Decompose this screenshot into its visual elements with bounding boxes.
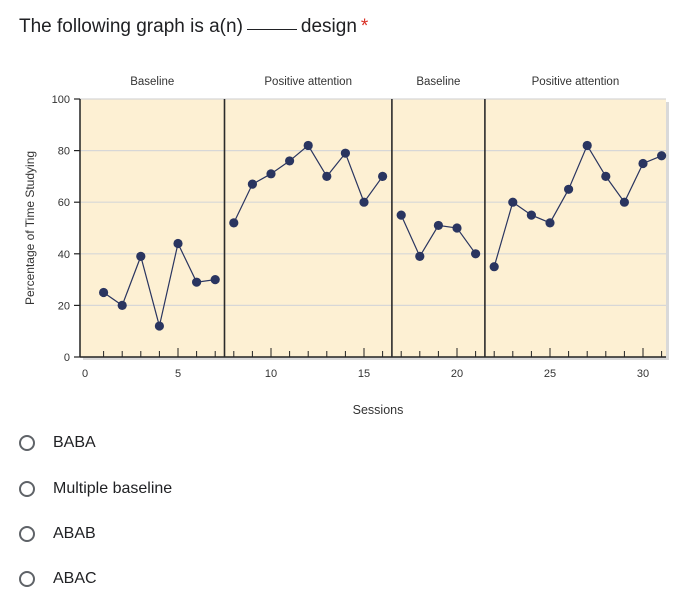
series-line <box>493 144 662 267</box>
data-point <box>396 210 406 220</box>
data-point <box>266 169 276 179</box>
x-tick-label: 30 <box>637 368 649 380</box>
radio-icon[interactable] <box>19 571 35 587</box>
data-point <box>322 171 332 181</box>
data-point <box>471 249 481 259</box>
data-point <box>210 275 220 285</box>
data-point <box>136 251 146 261</box>
radio-icon[interactable] <box>19 481 35 497</box>
data-point <box>415 251 425 261</box>
data-point <box>508 197 518 207</box>
data-point <box>526 210 537 220</box>
data-point <box>452 223 462 233</box>
y-tick-label: 60 <box>58 197 70 209</box>
option-multiple-baseline[interactable]: Multiple baseline <box>19 476 172 502</box>
question-title: The following graph is a(n) design * <box>19 16 368 38</box>
data-point <box>303 140 313 151</box>
y-tick-label: 0 <box>64 352 70 364</box>
option-label: Multiple baseline <box>53 480 173 497</box>
question-text-after: design <box>300 16 357 37</box>
data-point <box>582 140 592 151</box>
plot-background <box>80 99 666 357</box>
y-tick-label: 20 <box>58 300 70 312</box>
option-abab[interactable]: ABAB <box>19 521 96 547</box>
phase-label: Positive attention <box>264 76 352 88</box>
x-tick-label: 10 <box>265 368 277 380</box>
y-tick-label: 100 <box>52 94 70 106</box>
radio-icon[interactable] <box>19 435 35 451</box>
option-label: ABAC <box>53 570 97 587</box>
data-point <box>638 158 648 169</box>
data-point <box>99 287 109 298</box>
data-point <box>192 277 202 287</box>
question-text-before: The following graph is a(n) <box>19 16 243 37</box>
question-blank <box>246 29 297 30</box>
data-point <box>545 218 555 228</box>
x-tick-label: 0 <box>82 368 88 380</box>
y-tick-label: 40 <box>58 249 70 261</box>
data-point <box>619 197 630 207</box>
option-label: ABAB <box>53 525 96 542</box>
option-abac[interactable]: ABAC <box>19 566 97 592</box>
data-point <box>359 197 369 207</box>
required-asterisk: * <box>360 16 369 37</box>
data-point <box>340 148 350 158</box>
data-point <box>285 156 295 166</box>
data-point <box>117 300 127 310</box>
data-point <box>489 262 499 272</box>
data-point <box>229 218 239 228</box>
data-point <box>657 151 667 161</box>
phase-label: Baseline <box>130 76 174 88</box>
data-point <box>378 171 388 181</box>
y-axis-title: Percentage of Time Studying <box>23 151 37 305</box>
data-point <box>564 184 574 194</box>
x-axis-title: Sessions <box>353 403 404 417</box>
data-point <box>247 179 257 189</box>
data-point <box>173 238 183 249</box>
x-tick-label: 20 <box>451 368 463 380</box>
option-label: BABA <box>53 434 96 451</box>
phase-label: Positive attention <box>532 76 620 88</box>
data-point <box>433 220 443 231</box>
x-tick-label: 5 <box>175 368 181 380</box>
x-tick-label: 25 <box>544 368 556 380</box>
data-point <box>154 321 164 331</box>
phase-label: Baseline <box>416 76 460 88</box>
option-baba[interactable]: BABA <box>19 430 96 456</box>
radio-icon[interactable] <box>19 526 35 542</box>
x-tick-label: 15 <box>358 368 370 380</box>
y-tick-label: 80 <box>58 146 70 158</box>
data-point <box>601 171 611 181</box>
multiple-phase-line-graph: 0 20 40 60 80 100 0 5 10 15 20 25 30 Baseline Positive… <box>23 76 669 417</box>
